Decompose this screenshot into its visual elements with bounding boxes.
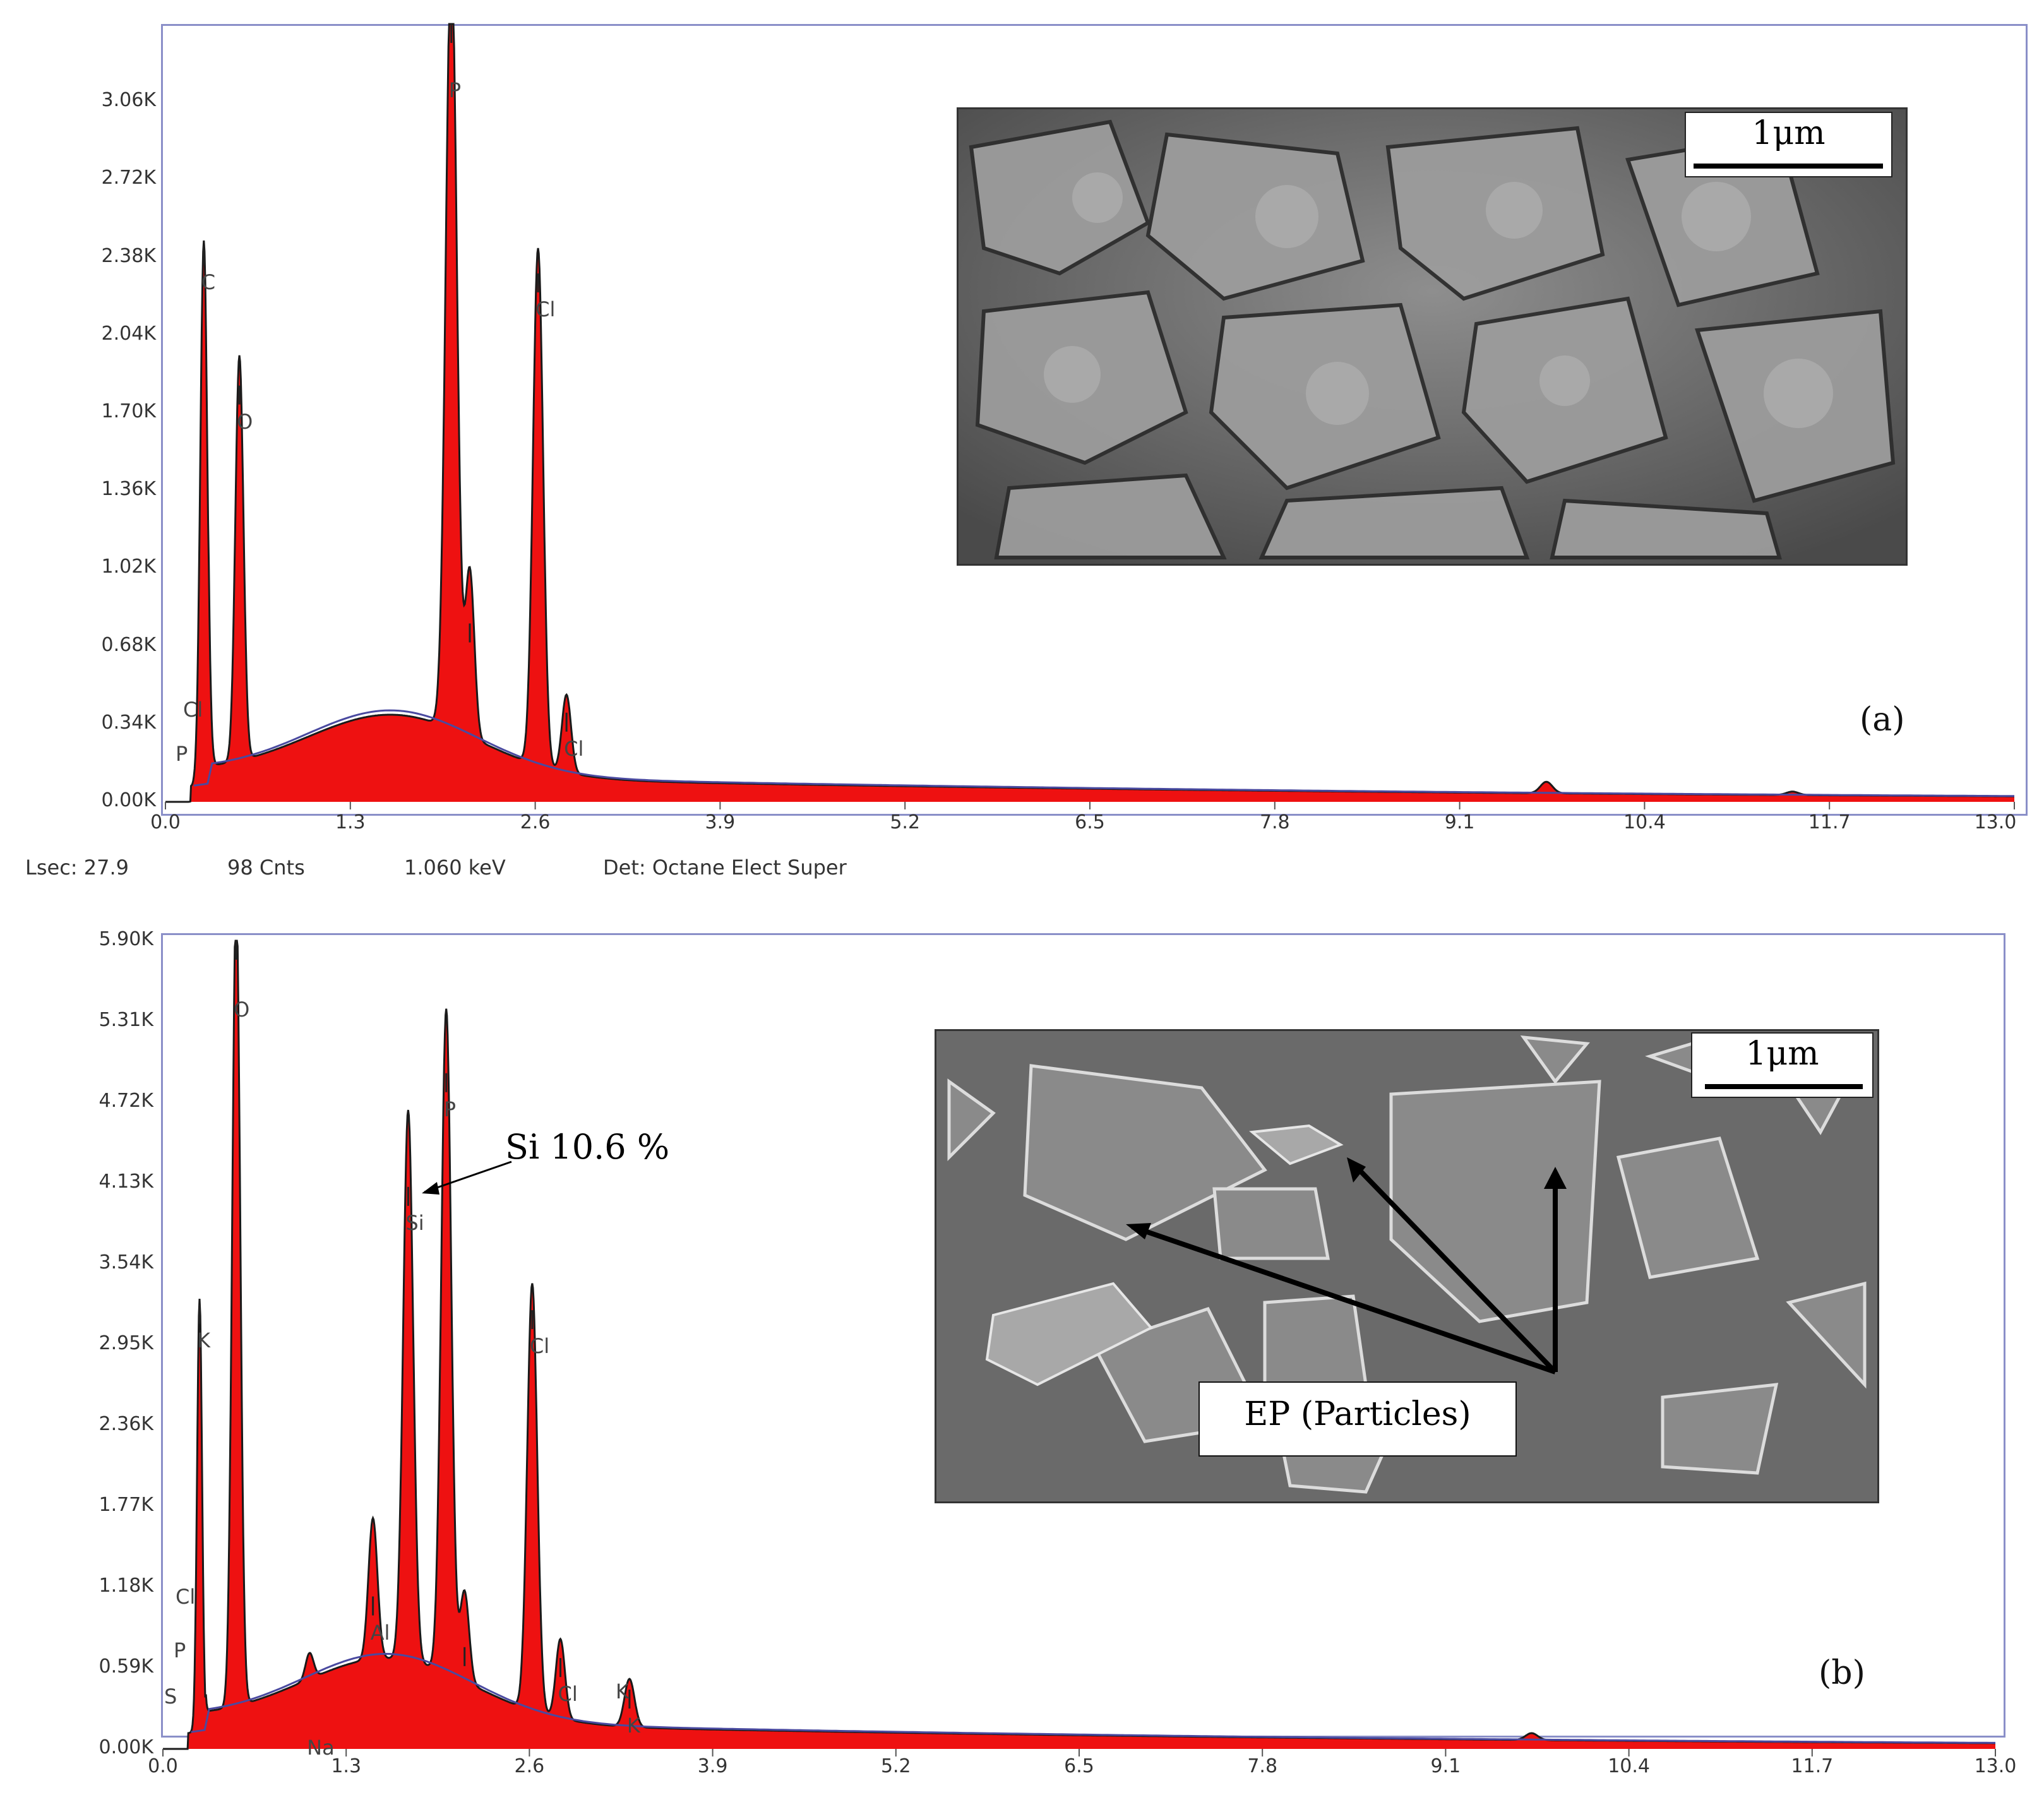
extra-label-b-2: P xyxy=(174,1638,186,1662)
ytick-b-6: 3.54K xyxy=(99,1251,153,1273)
ytick-a-6: 2.04K xyxy=(101,322,156,345)
scale-bar-a-line xyxy=(1694,164,1883,169)
ytick-a-1: 0.34K xyxy=(101,711,156,734)
ep-particles-callout: EP (Particles) xyxy=(1198,1381,1517,1457)
ep-particles-label: EP (Particles) xyxy=(1244,1395,1471,1433)
xtick-b-3: 3.9 xyxy=(697,1755,728,1777)
extra-label-b-3: S xyxy=(164,1685,177,1709)
xtick-a-10: 13.0 xyxy=(1974,811,2017,833)
ytick-b-9: 5.31K xyxy=(99,1009,153,1031)
spectrum-a-background-fit xyxy=(193,709,2015,797)
spectrum-b-background-fit xyxy=(191,1652,1995,1744)
xtick-b-6: 7.8 xyxy=(1247,1755,1278,1777)
sem-image-b: 1μm EP (Particles) xyxy=(935,1029,1879,1503)
sem-texture-b xyxy=(936,1031,1877,1501)
spectrum-b-area xyxy=(163,941,1995,1749)
ytick-a-5: 1.70K xyxy=(101,400,156,422)
si-annotation-arrow xyxy=(424,1160,512,1193)
status-lsec: Lsec: 27.9 xyxy=(25,856,129,880)
xtick-b-10: 13.0 xyxy=(1974,1755,2017,1777)
peak-label-b-1: O xyxy=(234,997,250,1022)
peak-label-b-4: Si xyxy=(405,1210,424,1235)
peak-label-b-7: Cl xyxy=(529,1334,550,1359)
si-percentage-annotation: Si 10.6 % xyxy=(505,1127,670,1167)
peak-label-b-5: P xyxy=(443,1097,456,1121)
xtick-b-0: 0.0 xyxy=(148,1755,178,1777)
peak-label-a-1: O xyxy=(237,409,253,434)
xtick-b-9: 11.7 xyxy=(1791,1755,1834,1777)
ytick-a-0: 0.00K xyxy=(101,789,156,811)
xtick-b-8: 10.4 xyxy=(1608,1755,1650,1777)
sem-image-a: 1μm xyxy=(957,107,1908,566)
si-annotation-arrowhead xyxy=(422,1182,439,1195)
xtick-a-9: 11.7 xyxy=(1808,811,1851,833)
xtick-a-5: 6.5 xyxy=(1075,811,1105,833)
xtick-a-6: 7.8 xyxy=(1259,811,1290,833)
ytick-b-3: 1.77K xyxy=(99,1494,153,1516)
peak-label-b-8: Cl xyxy=(558,1682,578,1707)
peak-label-b-0: K xyxy=(197,1328,211,1353)
extra-label-a-0: Cl xyxy=(183,698,203,722)
peak-label-a-5: Cl xyxy=(564,736,584,761)
xtick-a-3: 3.9 xyxy=(705,811,736,833)
peak-label-a-0: C xyxy=(201,270,216,294)
xtick-b-5: 6.5 xyxy=(1064,1755,1094,1777)
ytick-b-7: 4.13K xyxy=(99,1171,153,1193)
peak-label-b-2: Na xyxy=(307,1735,335,1760)
ytick-b-0: 0.00K xyxy=(99,1736,153,1758)
xtick-a-2: 2.6 xyxy=(520,811,551,833)
xtick-a-7: 9.1 xyxy=(1444,811,1475,833)
peak-label-a-4: Cl xyxy=(535,297,556,322)
ytick-a-8: 2.72K xyxy=(101,167,156,189)
ytick-a-3: 1.02K xyxy=(101,556,156,578)
xtick-a-0: 0.0 xyxy=(150,811,181,833)
ytick-a-2: 0.68K xyxy=(101,633,156,656)
xtick-b-7: 9.1 xyxy=(1430,1755,1461,1777)
ytick-a-9: 3.06K xyxy=(101,89,156,112)
ytick-a-7: 2.38K xyxy=(101,244,156,267)
ytick-b-4: 2.36K xyxy=(99,1413,153,1435)
status-kev: 1.060 keV xyxy=(404,856,506,880)
peak-label-b-3: Al xyxy=(370,1620,390,1645)
sem-texture-a xyxy=(959,109,1906,564)
spectrum-a-area xyxy=(165,24,2014,802)
xtick-a-4: 5.2 xyxy=(890,811,921,833)
xtick-b-4: 5.2 xyxy=(880,1755,911,1777)
extra-label-b-1: Cl xyxy=(176,1585,196,1609)
panel-label-a: (a) xyxy=(1860,701,1905,739)
extra-label-b-0: K xyxy=(616,1679,629,1703)
scale-bar-a-label: 1μm xyxy=(1752,114,1826,152)
ytick-a-4: 1.36K xyxy=(101,478,156,501)
peak-label-b-9: K xyxy=(626,1714,640,1738)
ytick-b-2: 1.18K xyxy=(99,1575,153,1597)
status-detector: Det: Octane Elect Super xyxy=(603,856,847,880)
peak-label-a-2: P xyxy=(448,78,461,103)
scale-bar-b: 1μm xyxy=(1691,1032,1874,1098)
scale-bar-b-line xyxy=(1705,1084,1863,1089)
extra-label-a-1: P xyxy=(176,742,188,766)
xtick-b-2: 2.6 xyxy=(514,1755,545,1777)
xtick-a-8: 10.4 xyxy=(1623,811,1666,833)
ytick-b-10: 5.90K xyxy=(99,928,153,950)
panel-label-b: (b) xyxy=(1819,1654,1865,1692)
ytick-b-1: 0.59K xyxy=(99,1655,153,1678)
ytick-b-8: 4.72K xyxy=(99,1090,153,1112)
scale-bar-b-label: 1μm xyxy=(1745,1035,1819,1073)
status-counts: 98 Cnts xyxy=(227,856,305,880)
ytick-b-5: 2.95K xyxy=(99,1332,153,1354)
xtick-b-1: 1.3 xyxy=(331,1755,362,1777)
scale-bar-a: 1μm xyxy=(1685,112,1892,177)
xtick-a-1: 1.3 xyxy=(335,811,366,833)
